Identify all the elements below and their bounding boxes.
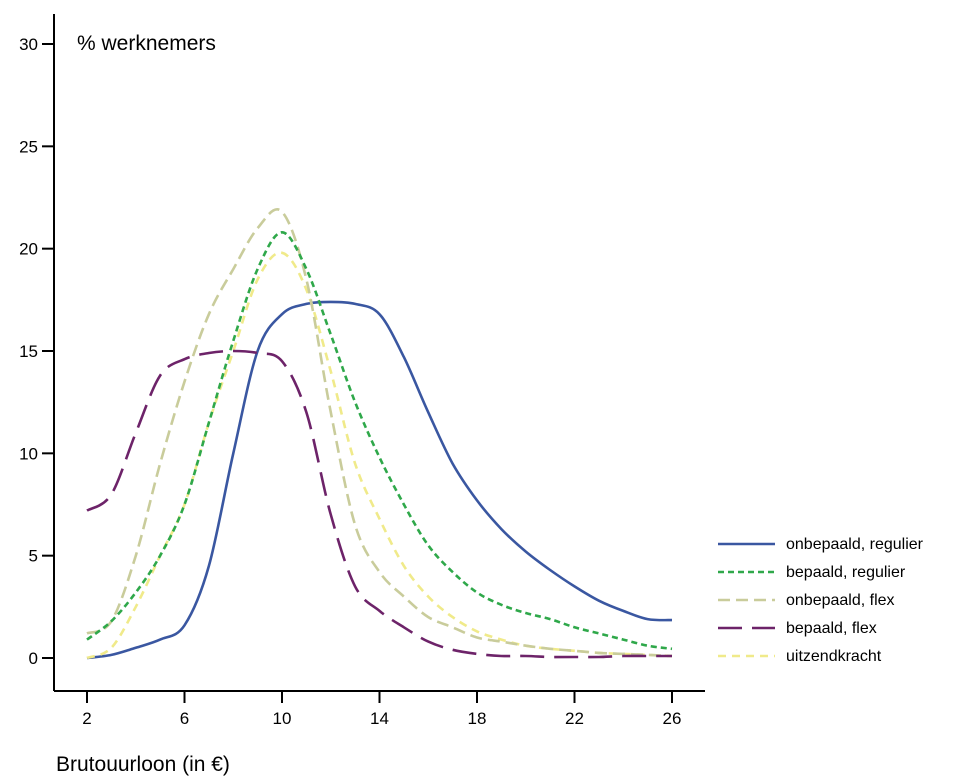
y-tick-label: 15: [19, 342, 38, 361]
x-tick-label: 22: [565, 709, 584, 728]
legend-label: onbepaald, flex: [786, 592, 895, 609]
y-tick-label: 25: [19, 137, 38, 156]
x-ticks: 2 6 10 14 18 22 26: [82, 691, 681, 728]
y-tick-label: 0: [29, 649, 38, 668]
x-tick-label: 14: [370, 709, 389, 728]
legend-label: bepaald, flex: [786, 620, 877, 637]
legend-label: onbepaald, regulier: [786, 536, 924, 553]
series-line-onbepaald-flex: [86, 208, 673, 658]
legend-item: onbepaald, regulier: [718, 536, 924, 553]
series-group: [86, 208, 673, 660]
x-axis-title: Brutouurloon (in €): [56, 753, 230, 776]
legend-item: bepaald, regulier: [718, 564, 906, 581]
x-tick-label: 18: [468, 709, 487, 728]
legend-item: bepaald, flex: [718, 620, 877, 637]
series-line-bepaald-regulier: [86, 231, 673, 651]
y-axis-title: % werknemers: [77, 32, 216, 55]
legend-label: uitzendkracht: [786, 648, 882, 665]
legend-item: onbepaald, flex: [718, 592, 895, 609]
y-tick-label: 10: [19, 444, 38, 463]
x-tick-label: 6: [180, 709, 189, 728]
series-line-bepaald-flex: [86, 349, 672, 659]
series-line-uitzendkracht: [86, 251, 673, 660]
series-line-onbepaald-regulier: [86, 300, 673, 660]
y-tick-label: 20: [19, 240, 38, 259]
legend-item: uitzendkracht: [718, 648, 882, 665]
y-tick-label: 5: [29, 547, 38, 566]
x-tick-label: 2: [82, 709, 91, 728]
legend: onbepaald, regulier bepaald, regulier onbe…: [718, 536, 924, 665]
legend-label: bepaald, regulier: [786, 564, 906, 581]
y-ticks: 0 5 10 15 20 25 30: [19, 35, 54, 668]
x-tick-label: 26: [663, 709, 682, 728]
y-tick-label: 30: [19, 35, 38, 54]
x-tick-label: 10: [273, 709, 292, 728]
